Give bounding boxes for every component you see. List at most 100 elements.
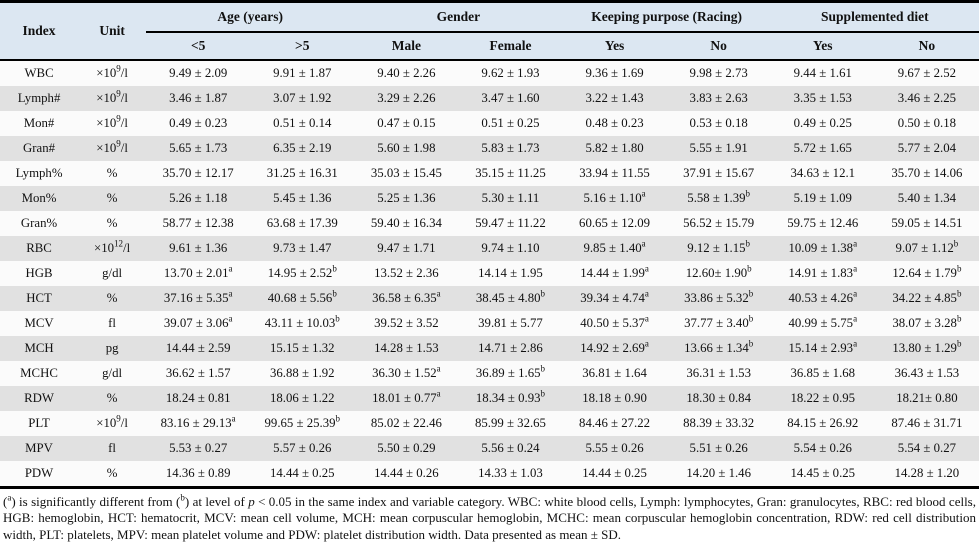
table-row: MPV fl 5.53 ± 0.27 5.57 ± 0.26 5.50 ± 0.29 5.…	[0, 436, 979, 461]
value-cell: 63.68 ± 17.39	[266, 216, 338, 230]
table-row: Mon# ×109/l 0.49 ± 0.23 0.51 ± 0.14 0.47 ± 0…	[0, 111, 979, 136]
table-row: HGB g/dl 13.70 ± 2.01a 14.95 ± 2.52b 13.52 ±…	[0, 261, 979, 286]
value-cell: 9.12 ± 1.15b	[687, 238, 751, 255]
unit-cell: %	[106, 391, 118, 405]
value-cell: 14.44 ± 1.99a	[580, 263, 649, 280]
table-row: RDW% 18.24 ± 0.81 18.06 ± 1.22 18.01 ± 0.77…	[0, 386, 979, 411]
value-cell: 14.44 ± 0.25	[582, 466, 647, 480]
value-cell: 0.49 ± 0.25	[793, 116, 852, 130]
value-cell: 0.49 ± 0.23	[169, 116, 228, 130]
value-cell: 18.18 ± 0.90	[582, 391, 647, 405]
value-cell: 5.26 ± 1.18	[169, 191, 228, 205]
value-cell: 85.02 ± 22.46	[370, 416, 442, 430]
value-cell: 9.98 ± 2.73	[689, 66, 748, 80]
value-cell: 5.72 ± 1.65	[793, 141, 852, 155]
value-cell: 0.51 ± 0.14	[273, 116, 332, 130]
value-cell: 37.16 ± 5.35a	[163, 288, 233, 305]
unit-cell: %	[106, 216, 118, 230]
footnote-sup-a: a	[7, 492, 12, 503]
value-cell: 10.09 ± 1.38a	[788, 238, 858, 255]
value-cell: 36.89 ± 1.65b	[475, 363, 546, 380]
index-cell: Gran#	[23, 141, 56, 155]
value-cell: 0.48 ± 0.23	[585, 116, 644, 130]
value-cell: 0.51 ± 0.25	[481, 116, 540, 130]
value-cell: 3.29 ± 2.26	[377, 91, 436, 105]
value-cell: 14.28 ± 1.20	[894, 466, 960, 480]
value-cell: 99.65 ± 25.39b	[264, 413, 341, 430]
unit-cell: g/dl	[102, 266, 123, 280]
value-cell: 35.70 ± 14.06	[891, 166, 963, 180]
group-header-keeping-purpose: Keeping purpose (Racing)	[562, 1, 771, 33]
unit-cell: pg	[105, 341, 119, 355]
value-cell: 15.14 ± 2.93a	[788, 338, 858, 355]
value-cell: 33.94 ± 11.55	[579, 166, 650, 180]
group-header-age: Age (years)	[146, 1, 355, 33]
sub-header-racing-yes: Yes	[562, 32, 667, 60]
sub-header-diet-yes: Yes	[770, 32, 875, 60]
value-cell: 60.65 ± 12.09	[579, 216, 651, 230]
value-cell: 5.77 ± 2.04	[897, 141, 957, 155]
value-cell: 9.47 ± 1.71	[377, 241, 436, 255]
index-cell: Mon#	[23, 116, 55, 130]
value-cell: 39.07 ± 3.06a	[163, 313, 233, 330]
value-cell: 9.62 ± 1.93	[481, 66, 540, 80]
value-cell: 18.22 ± 0.95	[790, 391, 856, 405]
unit-cell: %	[106, 166, 118, 180]
value-cell: 40.53 ± 4.26a	[788, 288, 858, 305]
value-cell: 37.77 ± 3.40b	[684, 313, 754, 330]
value-cell: 5.57 ± 0.26	[273, 441, 332, 455]
group-header-gender: Gender	[354, 1, 563, 33]
value-cell: 36.58 ± 6.35a	[372, 288, 441, 305]
value-cell: 13.70 ± 2.01a	[163, 263, 233, 280]
value-cell: 5.54 ± 0.26	[793, 441, 852, 455]
index-cell: RDW	[24, 391, 54, 405]
unit-cell: %	[106, 191, 118, 205]
value-cell: 13.80 ± 1.29b	[892, 338, 962, 355]
value-cell: 5.82 ± 1.80	[585, 141, 644, 155]
value-cell: 9.61 ± 1.36	[169, 241, 228, 255]
table-row: MCV fl 39.07 ± 3.06a 43.11 ± 10.03b 39.52 ± …	[0, 311, 979, 336]
value-cell: 9.49 ± 2.09	[169, 66, 228, 80]
table-row: Mon%% 5.26 ± 1.18 5.45 ± 1.36 5.25 ± 1.36 5.…	[0, 186, 979, 211]
value-cell: 85.99 ± 32.65	[474, 416, 546, 430]
value-cell: 5.16 ± 1.10a	[583, 188, 646, 205]
value-cell: 14.36 ± 0.89	[165, 466, 231, 480]
value-cell: 3.83 ± 2.63	[689, 91, 748, 105]
index-cell: Lymph%	[15, 166, 63, 180]
value-cell: 14.20 ± 1.46	[686, 466, 751, 480]
value-cell: 36.81 ± 1.64	[582, 366, 647, 380]
value-cell: 3.22 ± 1.43	[585, 91, 644, 105]
table-row: PDW% 14.36 ± 0.89 14.44 ± 0.25 14.44 ± 0.26…	[0, 461, 979, 488]
value-cell: 5.65 ± 1.73	[169, 141, 228, 155]
value-cell: 5.55 ± 1.91	[689, 141, 748, 155]
value-cell: 3.07 ± 1.92	[273, 91, 332, 105]
value-cell: 36.88 ± 1.92	[269, 366, 335, 380]
value-cell: 9.07 ± 1.12b	[895, 238, 959, 255]
value-cell: 40.99 ± 5.75a	[788, 313, 858, 330]
value-cell: 0.47 ± 0.15	[377, 116, 436, 130]
value-cell: 36.43 ± 1.53	[894, 366, 960, 380]
footnote-sup-b: b	[180, 492, 185, 503]
value-cell: 38.07 ± 3.28b	[892, 313, 962, 330]
table-row: Gran%% 58.77 ± 12.38 63.68 ± 17.39 59.40 ± …	[0, 211, 979, 236]
value-cell: 84.15 ± 26.92	[787, 416, 859, 430]
table-row: HCT% 37.16 ± 5.35a 40.68 ± 5.56b 36.58 ± 6.…	[0, 286, 979, 311]
value-cell: 5.60 ± 1.98	[377, 141, 436, 155]
value-cell: 18.06 ± 1.22	[269, 391, 335, 405]
value-cell: 59.05 ± 14.51	[891, 216, 963, 230]
sub-header-gender-male: Male	[354, 32, 459, 60]
value-cell: 5.50 ± 0.29	[377, 441, 436, 455]
value-cell: 9.73 ± 1.47	[273, 241, 332, 255]
value-cell: 34.63 ± 12.1	[790, 166, 856, 180]
value-cell: 59.40 ± 16.34	[370, 216, 442, 230]
table-row: PLT ×109/l 83.16 ± 29.13a 99.65 ± 25.39b 85.…	[0, 411, 979, 436]
unit-cell: ×109/l	[96, 113, 128, 130]
index-cell: RBC	[26, 241, 52, 255]
index-cell: Gran%	[20, 216, 58, 230]
value-cell: 9.85 ± 1.40a	[583, 238, 646, 255]
value-cell: 5.56 ± 0.24	[481, 441, 540, 455]
value-cell: 43.11 ± 10.03b	[264, 313, 340, 330]
value-cell: 13.52 ± 2.36	[374, 266, 439, 280]
value-cell: 36.31 ± 1.53	[686, 366, 751, 380]
value-cell: 39.52 ± 3.52	[374, 316, 439, 330]
